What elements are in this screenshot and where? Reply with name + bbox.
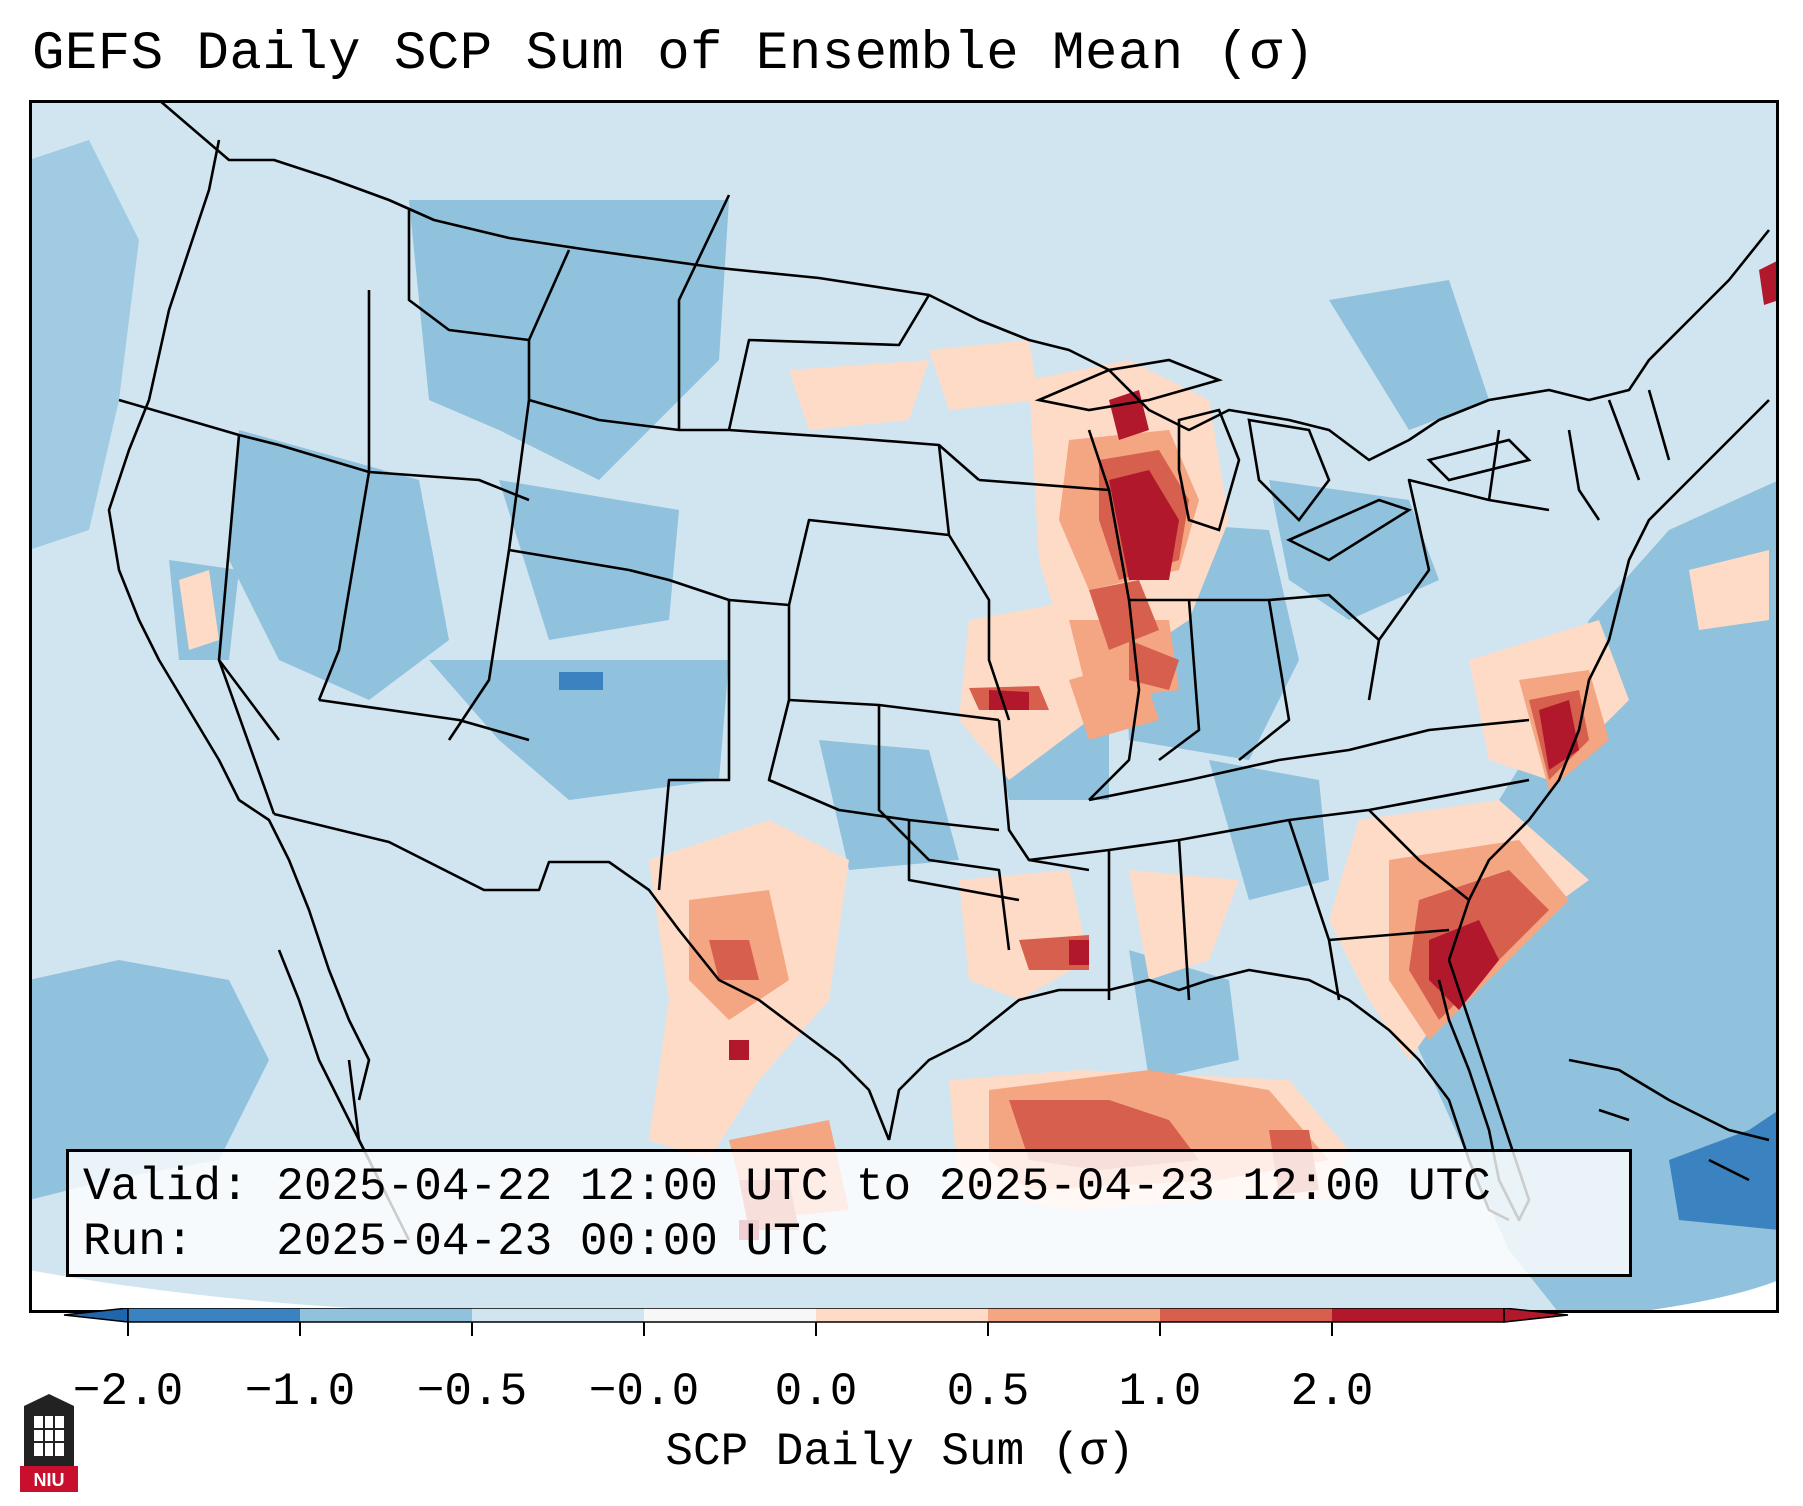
- colorbar-segment: [1332, 1308, 1505, 1322]
- colorbar-over-arrow: [1503, 1308, 1569, 1323]
- colorbar-segment: [1160, 1308, 1333, 1322]
- scp-map: [29, 100, 1779, 1313]
- colorbar-segment: [300, 1308, 473, 1322]
- state-boundaries: [107, 100, 1771, 1241]
- colorbar-tick-label: 0.5: [946, 1366, 1030, 1418]
- colorbar-segment: [644, 1308, 817, 1322]
- map-title: GEFS Daily SCP Sum of Ensemble Mean (σ): [32, 24, 1316, 85]
- negative-anomaly-fields: [169, 200, 1489, 1080]
- colorbar-label: SCP Daily Sum (σ): [665, 1426, 1135, 1478]
- colorbar-segment: [128, 1308, 301, 1322]
- valid-time-text: Valid: 2025-04-22 12:00 UTC to 2025-04-2…: [83, 1161, 1491, 1213]
- colorbar-tick-label: 2.0: [1290, 1366, 1374, 1418]
- colorbar-segment: [988, 1308, 1161, 1322]
- university-tower-icon: NIU: [20, 1394, 78, 1492]
- colorbar: [63, 1308, 1569, 1336]
- deep-blue-spot: [559, 672, 603, 690]
- valid-run-info-box: Valid: 2025-04-22 12:00 UTC to 2025-04-2…: [66, 1149, 1632, 1277]
- colorbar-tick-label: −1.0: [244, 1366, 356, 1418]
- caribbean-islands: [1568, 1058, 1770, 1182]
- off-domain-wedge: [29, 1270, 729, 1313]
- colorbar-segment: [816, 1308, 989, 1322]
- off-domain-wedge-right: [1629, 1280, 1779, 1313]
- colorbar-segments: [63, 1308, 1569, 1336]
- pacific-ocean-shading: [29, 960, 269, 1200]
- colorbar-tick-label: −0.5: [416, 1366, 528, 1418]
- cuba-blue-patch: [1669, 1110, 1779, 1230]
- great-lakes: [1034, 358, 1532, 562]
- colorbar-tick-label: −0.0: [588, 1366, 700, 1418]
- run-time-text: Run: 2025-04-23 00:00 UTC: [83, 1216, 829, 1268]
- colorbar-tick-label: 1.0: [1118, 1366, 1202, 1418]
- colorbar-tick-label: 0.0: [774, 1366, 858, 1418]
- west-ocean-strip: [29, 140, 139, 550]
- colorbar-segment: [472, 1308, 645, 1322]
- niu-logo: NIU: [20, 1394, 78, 1497]
- colorbar-tick-label: −2.0: [72, 1366, 184, 1418]
- colorbar-under-arrow: [63, 1308, 129, 1323]
- map-panel: [29, 100, 1779, 1313]
- niu-logo-text: NIU: [34, 1470, 65, 1490]
